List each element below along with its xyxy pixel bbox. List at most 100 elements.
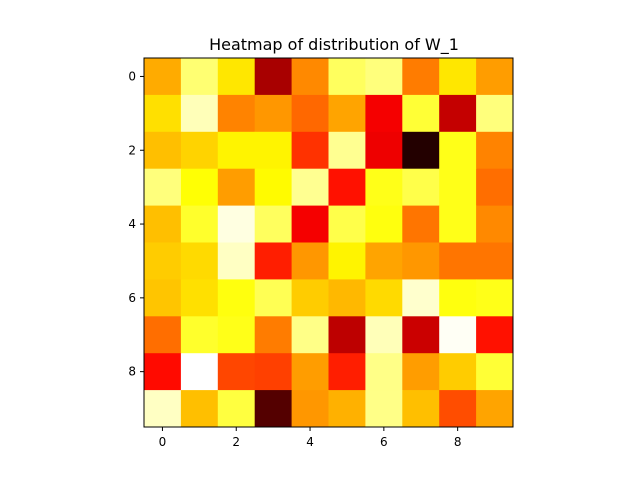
heatmap-cell (217, 390, 256, 428)
heatmap-cell (439, 205, 477, 243)
heatmap-cell (291, 94, 329, 133)
heatmap-cell (439, 58, 477, 96)
heatmap-cell (180, 131, 219, 170)
heatmap-cell (476, 168, 514, 207)
heatmap-cell (365, 242, 403, 280)
heatmap-cell (476, 316, 514, 354)
heatmap-cell (180, 316, 219, 354)
heatmap-cell (402, 58, 440, 96)
x-tick-label: 6 (380, 435, 388, 449)
heatmap-cell (328, 131, 366, 170)
x-tick-label: 0 (159, 435, 167, 449)
heatmap-cell (476, 205, 514, 243)
heatmap-cell (328, 205, 366, 243)
heatmap-cell (402, 353, 440, 391)
chart-title: Heatmap of distribution of W_1 (209, 35, 459, 55)
heatmap-cell (439, 94, 477, 133)
heatmap-cell (217, 205, 256, 243)
heatmap-cell (180, 168, 219, 207)
heatmap-cell (439, 242, 477, 280)
heatmap-cell (291, 390, 329, 428)
heatmap-cell (402, 131, 440, 170)
heatmap-cell (328, 390, 366, 428)
heatmap-cells (144, 58, 514, 428)
heatmap-cell (180, 205, 219, 243)
heatmap-cell (217, 131, 256, 170)
heatmap-cell (291, 316, 329, 354)
heatmap-cell (144, 390, 182, 428)
heatmap-cell (402, 242, 440, 280)
heatmap-cell (328, 279, 366, 317)
heatmap-cell (144, 131, 182, 170)
heatmap-cell (328, 58, 366, 96)
heatmap-cell (291, 242, 329, 280)
heatmap-cell (217, 279, 256, 317)
heatmap-cell (476, 279, 514, 317)
heatmap-cell (254, 58, 293, 96)
heatmap-cell (439, 131, 477, 170)
heatmap-cell (144, 316, 182, 354)
heatmap-cell (365, 390, 403, 428)
heatmap-cell (291, 279, 329, 317)
heatmap-cell (180, 94, 219, 133)
heatmap-cell (144, 58, 182, 96)
heatmap-cell (365, 316, 403, 354)
heatmap-cell (217, 168, 256, 207)
heatmap-cell (476, 131, 514, 170)
heatmap-cell (328, 168, 366, 207)
heatmap-cell (144, 205, 182, 243)
heatmap-cell (144, 168, 182, 207)
heatmap-cell (476, 353, 514, 391)
heatmap-cell (254, 353, 293, 391)
heatmap-cell (144, 279, 182, 317)
heatmap-cell (291, 58, 329, 96)
heatmap-cell (328, 353, 366, 391)
y-tick-label: 4 (128, 217, 136, 231)
heatmap-cell (144, 242, 182, 280)
heatmap-cell (217, 58, 256, 96)
heatmap-cell (365, 168, 403, 207)
heatmap-cell (217, 94, 256, 133)
heatmap-cell (328, 242, 366, 280)
heatmap-cell (217, 316, 256, 354)
heatmap-cell (217, 242, 256, 280)
heatmap-cell (328, 316, 366, 354)
y-tick-label: 0 (128, 69, 136, 83)
heatmap-cell (254, 242, 293, 280)
heatmap-cell (217, 353, 256, 391)
heatmap-cell (291, 205, 329, 243)
heatmap-cell (254, 94, 293, 133)
x-tick-label: 8 (454, 435, 462, 449)
heatmap-cell (254, 205, 293, 243)
heatmap-cell (402, 168, 440, 207)
heatmap-cell (365, 131, 403, 170)
heatmap-cell (180, 390, 219, 428)
heatmap-cell (180, 58, 219, 96)
heatmap-cell (365, 353, 403, 391)
heatmap-cell (439, 168, 477, 207)
heatmap-cell (476, 390, 514, 428)
heatmap-cell (439, 390, 477, 428)
y-tick-label: 6 (128, 291, 136, 305)
heatmap-cell (180, 242, 219, 280)
y-axis: 0 2 4 6 8 (128, 69, 144, 379)
heatmap-cell (365, 205, 403, 243)
x-tick-label: 4 (306, 435, 314, 449)
plot-frame (143, 57, 514, 428)
y-tick-label: 8 (128, 365, 136, 379)
heatmap-cell (402, 94, 440, 133)
x-tick-label: 2 (232, 435, 240, 449)
heatmap-cell (291, 131, 329, 170)
x-axis: 0 2 4 6 8 (159, 427, 462, 449)
heatmap-cell (180, 353, 219, 391)
heatmap-cell (402, 316, 440, 354)
heatmap-cell (402, 390, 440, 428)
heatmap-cell (291, 168, 329, 207)
heatmap-cell (254, 390, 293, 428)
heatmap-cell (144, 353, 182, 391)
heatmap-cell (365, 279, 403, 317)
y-tick-label: 2 (128, 143, 136, 157)
heatmap-cell (328, 94, 366, 133)
heatmap-cell (402, 279, 440, 317)
heatmap-cell (476, 58, 514, 96)
